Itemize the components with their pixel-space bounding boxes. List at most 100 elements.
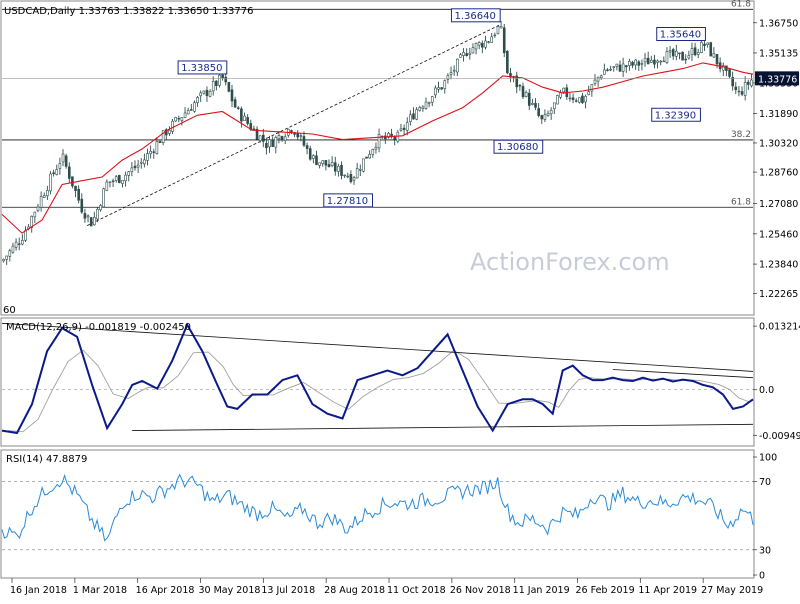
candle-body-221 [693, 47, 697, 56]
candle-body-28 [89, 217, 93, 227]
candle-body-57 [180, 117, 184, 121]
candle-body-217 [681, 51, 684, 61]
candle-body-125 [393, 136, 397, 140]
candle-body-120 [377, 134, 381, 149]
time-tick-label-9: 26 Feb 2019 [576, 585, 635, 596]
candle-body-133 [418, 107, 422, 111]
time-tick-label-8: 11 Jan 2019 [513, 585, 570, 596]
candle-body-238 [747, 81, 750, 85]
candle-body-6 [21, 240, 24, 245]
candle-body-138 [434, 87, 437, 96]
price-tick-label-4: 1.30320 [759, 138, 798, 149]
price-panel-frame [0, 0, 755, 316]
candle-body-73 [230, 89, 234, 102]
candle-body-235 [737, 90, 741, 93]
candle-body-190 [596, 76, 600, 82]
candle-body-161 [506, 50, 509, 74]
candle-body-188 [590, 84, 594, 92]
candle-body-106 [333, 162, 337, 172]
candle-body-83 [261, 134, 265, 142]
axis-layer: 1.367501.351351.335301.318901.303201.287… [10, 18, 800, 596]
macd-tick-label-2: -0.009496 [759, 431, 800, 442]
candle-body-179 [562, 87, 565, 93]
macd-tick-label-1: 0.0 [759, 385, 774, 396]
candle-body-166 [521, 86, 525, 98]
candle-body-62 [196, 97, 199, 104]
candle-body-89 [280, 136, 284, 140]
candle-body-142 [446, 75, 450, 80]
candle-body-141 [443, 80, 447, 89]
candle-body-144 [452, 69, 456, 72]
price-tick-label-1: 1.35135 [759, 48, 798, 59]
symbol-title: USDCAD,Daily 1.33763 1.33822 1.33650 1.3… [4, 6, 254, 17]
macd-lower-trendline [132, 423, 754, 431]
candle-body-176 [552, 102, 556, 109]
candle-body-222 [696, 52, 700, 55]
macd-panel-frame [0, 317, 755, 447]
candle-body-103 [324, 160, 328, 166]
rsi-tick-label-3: 0 [759, 571, 765, 582]
candle-body-100 [315, 155, 318, 165]
rsi-tick-label-1: 70 [759, 477, 771, 488]
candle-body-53 [168, 129, 171, 134]
candle-body-185 [581, 95, 584, 104]
pivot-label-text-0: 1.36640 [454, 11, 495, 22]
candle-body-236 [740, 91, 744, 95]
candle-body-10 [33, 211, 37, 218]
candle-body-207 [650, 59, 653, 63]
candle-body-69 [218, 74, 221, 86]
candle-body-198 [621, 63, 625, 72]
candle-body-146 [459, 54, 462, 58]
moving-average-line [1, 62, 754, 234]
price-tick-label-7: 1.25460 [759, 229, 798, 240]
time-tick-label-0: 16 Jan 2018 [10, 585, 67, 596]
candle-body-239 [750, 79, 753, 87]
candle-body-27 [86, 215, 90, 218]
candle-body-70 [221, 74, 224, 79]
candle-body-82 [258, 135, 262, 142]
rsi-layer [1, 473, 754, 551]
candle-body-3 [11, 245, 15, 253]
candle-body-75 [236, 107, 240, 109]
candle-body-177 [556, 95, 559, 105]
candle-body-137 [430, 96, 434, 103]
candle-body-237 [743, 81, 747, 96]
candle-body-147 [462, 52, 465, 56]
candle-body-25 [80, 198, 84, 213]
candle-body-212 [665, 51, 669, 64]
candle-body-165 [518, 84, 522, 87]
pivot-label-box-1 [656, 27, 706, 42]
candle-body-65 [205, 89, 209, 97]
fib-label-1: 38.2 [731, 130, 751, 140]
price-tick-label-6: 1.27080 [759, 199, 798, 210]
candle-body-200 [628, 60, 631, 66]
candle-body-224 [703, 43, 706, 47]
candle-body-211 [662, 60, 666, 63]
candle-body-31 [99, 205, 102, 211]
pivot-label-box-4 [493, 139, 544, 154]
candle-body-59 [186, 110, 190, 115]
candle-body-170 [534, 103, 537, 108]
candle-body-193 [606, 69, 609, 71]
macd-line [1, 322, 754, 435]
candle-body-230 [721, 65, 725, 71]
candle-body-223 [700, 41, 703, 53]
candle-body-183 [574, 100, 578, 102]
candle-body-49 [155, 141, 159, 154]
pivot-label-box-2 [177, 60, 228, 75]
candle-body-86 [271, 140, 274, 147]
candle-body-131 [412, 113, 415, 120]
candle-body-84 [265, 142, 268, 149]
candle-body-140 [440, 87, 443, 90]
candle-body-157 [493, 34, 497, 37]
candle-body-20 [64, 155, 68, 167]
candle-body-96 [302, 136, 306, 146]
candle-body-150 [471, 47, 475, 54]
candle-body-92 [290, 130, 293, 133]
candle-body-158 [496, 26, 500, 34]
macd-label: MACD(12,26,9) -0.001819 -0.002450 [6, 322, 191, 333]
candle-body-216 [678, 52, 681, 55]
candle-body-152 [477, 42, 481, 46]
candle-body-24 [77, 188, 80, 201]
pivot-label-text-5: 1.27810 [327, 196, 368, 207]
